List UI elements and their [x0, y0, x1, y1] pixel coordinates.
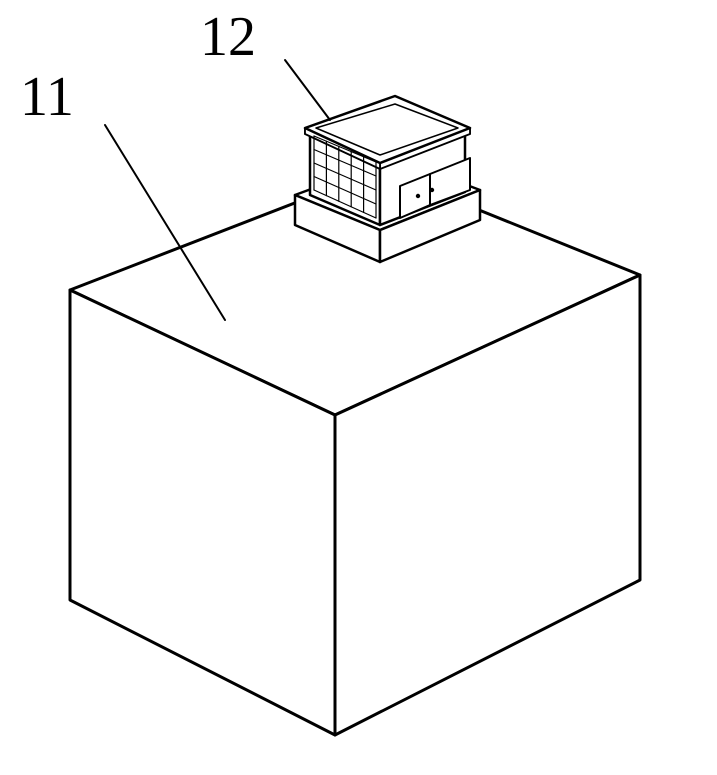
callout-label-12: 12: [200, 5, 256, 69]
diagram-container: 11 12: [0, 0, 717, 775]
callout-label-11: 11: [20, 65, 74, 129]
diagram-svg: [0, 0, 717, 775]
